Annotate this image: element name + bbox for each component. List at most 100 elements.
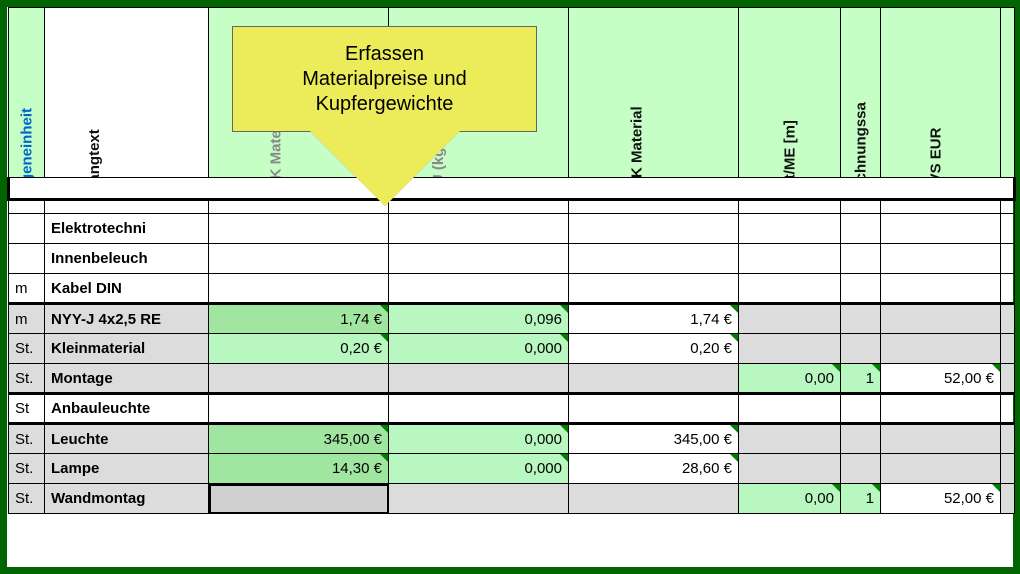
cell-gb[interactable] bbox=[569, 274, 739, 304]
cell-cu[interactable] bbox=[389, 214, 569, 244]
cell-end[interactable] bbox=[1001, 364, 1015, 394]
cell-ep[interactable] bbox=[209, 214, 389, 244]
cell-me[interactable] bbox=[9, 244, 45, 274]
cell-me[interactable]: St. bbox=[9, 334, 45, 364]
cell-verr[interactable] bbox=[841, 394, 881, 424]
cell-end[interactable] bbox=[1001, 394, 1015, 424]
cell-verr[interactable] bbox=[841, 244, 881, 274]
cell-ep[interactable] bbox=[209, 394, 389, 424]
hdr-svs[interactable]: SVS EUR bbox=[881, 8, 1001, 178]
cell-cu[interactable] bbox=[389, 364, 569, 394]
cell-end[interactable] bbox=[1001, 304, 1015, 334]
cell-ep[interactable]: 14,30 € bbox=[209, 454, 389, 484]
table-row[interactable]: Innenbeleuch bbox=[9, 244, 1015, 274]
cell-end[interactable] bbox=[1001, 244, 1015, 274]
cell-gb[interactable]: 0,20 € bbox=[569, 334, 739, 364]
table-row[interactable]: St Anbauleuchte bbox=[9, 394, 1015, 424]
cell-svs[interactable] bbox=[881, 334, 1001, 364]
cell-lang[interactable]: Elektrotechni bbox=[45, 214, 209, 244]
cell-gb[interactable]: 28,60 € bbox=[569, 454, 739, 484]
spreadsheet-table[interactable]: Mengeneinheit Langtext EP EK Material CU… bbox=[7, 7, 1016, 514]
cell-lang[interactable]: Kabel DIN bbox=[45, 274, 209, 304]
cell-svs[interactable] bbox=[881, 454, 1001, 484]
cell-svs[interactable] bbox=[881, 394, 1001, 424]
table-row[interactable]: Elektrotechni bbox=[9, 214, 1015, 244]
cell-cu[interactable]: 0,096 bbox=[389, 304, 569, 334]
cell-cu[interactable] bbox=[389, 244, 569, 274]
hdr-verr[interactable]: Verrechnungssa bbox=[841, 8, 881, 178]
cell-me[interactable]: m bbox=[9, 304, 45, 334]
cell-zeit[interactable]: 0,00 bbox=[739, 364, 841, 394]
hdr-end[interactable] bbox=[1001, 8, 1015, 178]
cell-end[interactable] bbox=[1001, 214, 1015, 244]
cell-verr[interactable] bbox=[841, 304, 881, 334]
cell-lang[interactable]: Montage bbox=[45, 364, 209, 394]
cell-verr[interactable]: 1 bbox=[841, 484, 881, 514]
cell-verr[interactable] bbox=[841, 424, 881, 454]
cell-verr[interactable] bbox=[841, 454, 881, 484]
cell-ep[interactable]: 1,74 € bbox=[209, 304, 389, 334]
hdr-cu[interactable]: CU (kg/m) bbox=[389, 8, 569, 178]
table-row[interactable]: m Kabel DIN bbox=[9, 274, 1015, 304]
cell-zeit[interactable] bbox=[739, 274, 841, 304]
cell-me[interactable]: St bbox=[9, 394, 45, 424]
table-row[interactable]: St. Kleinmaterial 0,20 € 0,000 0,20 € bbox=[9, 334, 1015, 364]
cell-ep[interactable]: 345,00 € bbox=[209, 424, 389, 454]
cell-lang[interactable]: Leuchte bbox=[45, 424, 209, 454]
cell-me[interactable]: St. bbox=[9, 424, 45, 454]
cell-cu[interactable]: 0,000 bbox=[389, 424, 569, 454]
cell-me[interactable]: St. bbox=[9, 484, 45, 514]
cell-ep[interactable] bbox=[209, 244, 389, 274]
cell-svs[interactable] bbox=[881, 214, 1001, 244]
hdr-langtext[interactable]: Langtext bbox=[45, 8, 209, 178]
cell-lang[interactable]: Innenbeleuch bbox=[45, 244, 209, 274]
cell-cu[interactable] bbox=[389, 394, 569, 424]
cell-end[interactable] bbox=[1001, 334, 1015, 364]
cell-zeit[interactable]: 0,00 bbox=[739, 484, 841, 514]
table-row[interactable]: St. Leuchte 345,00 € 0,000 345,00 € bbox=[9, 424, 1015, 454]
cell-cu[interactable]: 0,000 bbox=[389, 334, 569, 364]
hdr-mengeneinheit[interactable]: Mengeneinheit bbox=[9, 8, 45, 178]
cell-me[interactable]: m bbox=[9, 274, 45, 304]
cell-ep[interactable] bbox=[209, 364, 389, 394]
table-row[interactable]: St. Wandmontag 0,00 1 52,00 € bbox=[9, 484, 1015, 514]
cell-verr[interactable] bbox=[841, 214, 881, 244]
cell-lang[interactable]: NYY-J 4x2,5 RE bbox=[45, 304, 209, 334]
cell-zeit[interactable] bbox=[739, 334, 841, 364]
cell-gb[interactable] bbox=[569, 484, 739, 514]
cell-cu[interactable] bbox=[389, 274, 569, 304]
table-row[interactable]: St. Lampe 14,30 € 0,000 28,60 € bbox=[9, 454, 1015, 484]
cell-gb[interactable] bbox=[569, 244, 739, 274]
cell-lang[interactable]: Anbauleuchte bbox=[45, 394, 209, 424]
cell-zeit[interactable] bbox=[739, 394, 841, 424]
cell-me[interactable] bbox=[9, 214, 45, 244]
cell-verr[interactable] bbox=[841, 334, 881, 364]
cell-lang[interactable]: Lampe bbox=[45, 454, 209, 484]
cell-gb[interactable] bbox=[569, 394, 739, 424]
cell-end[interactable] bbox=[1001, 274, 1015, 304]
cell-cu[interactable]: 0,000 bbox=[389, 454, 569, 484]
cell-svs[interactable] bbox=[881, 424, 1001, 454]
cell-end[interactable] bbox=[1001, 424, 1015, 454]
cell-me[interactable]: St. bbox=[9, 454, 45, 484]
table-row[interactable]: m NYY-J 4x2,5 RE 1,74 € 0,096 1,74 € bbox=[9, 304, 1015, 334]
table-row[interactable]: St. Montage 0,00 1 52,00 € bbox=[9, 364, 1015, 394]
cell-zeit[interactable] bbox=[739, 244, 841, 274]
cell-svs[interactable] bbox=[881, 244, 1001, 274]
hdr-ep[interactable]: EP EK Material bbox=[209, 8, 389, 178]
cell-lang[interactable]: Kleinmaterial bbox=[45, 334, 209, 364]
cell-svs[interactable] bbox=[881, 304, 1001, 334]
cell-gb[interactable] bbox=[569, 364, 739, 394]
hdr-gb[interactable]: GB EK Material bbox=[569, 8, 739, 178]
cell-me[interactable]: St. bbox=[9, 364, 45, 394]
cell-svs[interactable] bbox=[881, 274, 1001, 304]
cell-lang[interactable]: Wandmontag bbox=[45, 484, 209, 514]
cell-ep[interactable]: 0,20 € bbox=[209, 334, 389, 364]
cell-zeit[interactable] bbox=[739, 454, 841, 484]
cell-svs[interactable]: 52,00 € bbox=[881, 484, 1001, 514]
cell-gb[interactable]: 345,00 € bbox=[569, 424, 739, 454]
cell-gb[interactable]: 1,74 € bbox=[569, 304, 739, 334]
active-cell[interactable] bbox=[209, 484, 389, 514]
cell-zeit[interactable] bbox=[739, 424, 841, 454]
cell-verr[interactable]: 1 bbox=[841, 364, 881, 394]
